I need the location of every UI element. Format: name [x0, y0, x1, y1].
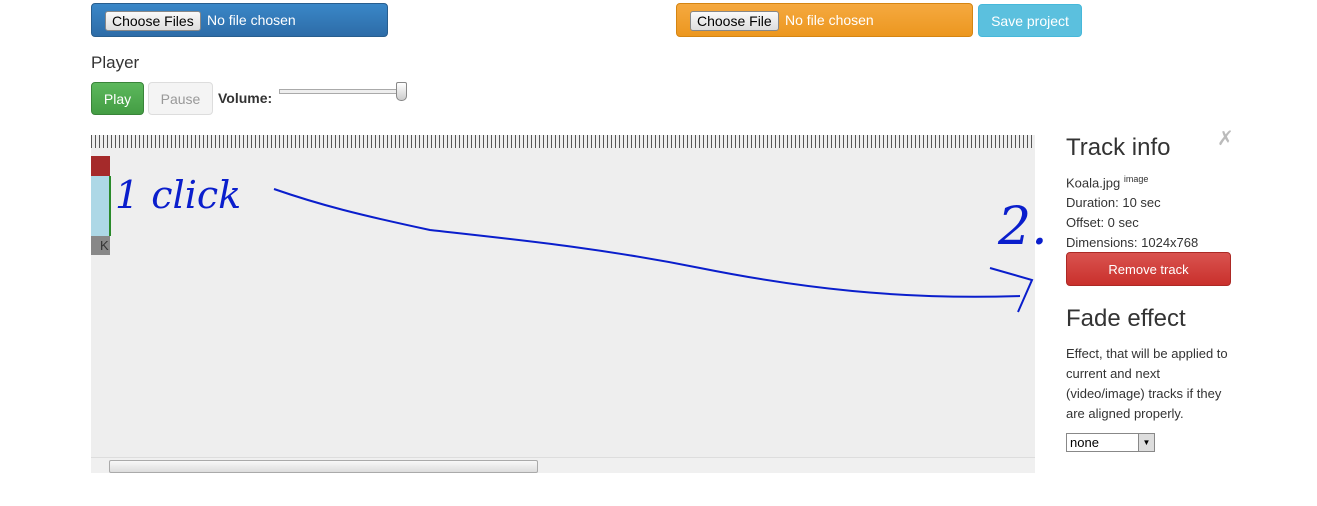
info-line: Dimensions: 1024x768 — [1066, 235, 1199, 250]
track-info-title: Track info — [1066, 134, 1171, 161]
play-button[interactable]: Play — [91, 82, 144, 115]
close-button[interactable]: ✗ — [1217, 128, 1234, 150]
select-arrow[interactable]: ▼ — [1138, 434, 1154, 451]
track-header — [91, 156, 110, 176]
file-status: No file chosen — [785, 12, 874, 28]
save-project-button[interactable]: Save project — [978, 4, 1082, 37]
pause-button[interactable]: Pause — [148, 82, 213, 115]
volume-thumb[interactable] — [396, 82, 407, 101]
player-title: Player — [91, 53, 140, 72]
volume-label: Volume: — [218, 90, 273, 106]
fade-select[interactable]: none ▼ — [1066, 433, 1155, 452]
track-label: K — [91, 236, 110, 255]
project-file-input[interactable]: Choose File No file chosen — [676, 3, 973, 37]
file-name: Koala.jpg — [1066, 175, 1121, 191]
file-type: image — [1123, 174, 1149, 184]
fade-description: Effect, that will be applied to current … — [1066, 346, 1228, 421]
info-line: Offset: 0 sec — [1066, 215, 1139, 230]
scroll-thumb[interactable] — [109, 460, 538, 473]
remove-track-button[interactable]: Remove track — [1066, 252, 1231, 286]
select-value: none — [1070, 435, 1099, 450]
choose-files-button[interactable]: Choose Files — [105, 11, 201, 31]
track-clip[interactable] — [91, 176, 111, 236]
volume-slider[interactable] — [279, 89, 405, 94]
file-status: No file chosen — [207, 12, 296, 28]
file-name-line: Koala.jpg image — [1066, 174, 1148, 190]
info-line: Duration: 10 sec — [1066, 195, 1161, 210]
scrollbar[interactable] — [91, 457, 1035, 473]
timeline[interactable]: K — [91, 135, 1035, 473]
fade-effect-title: Fade effect — [1066, 305, 1186, 332]
media-file-input[interactable]: Choose Files No file chosen — [91, 3, 388, 37]
timeline-ruler — [91, 135, 1035, 148]
choose-file-button[interactable]: Choose File — [690, 11, 779, 31]
